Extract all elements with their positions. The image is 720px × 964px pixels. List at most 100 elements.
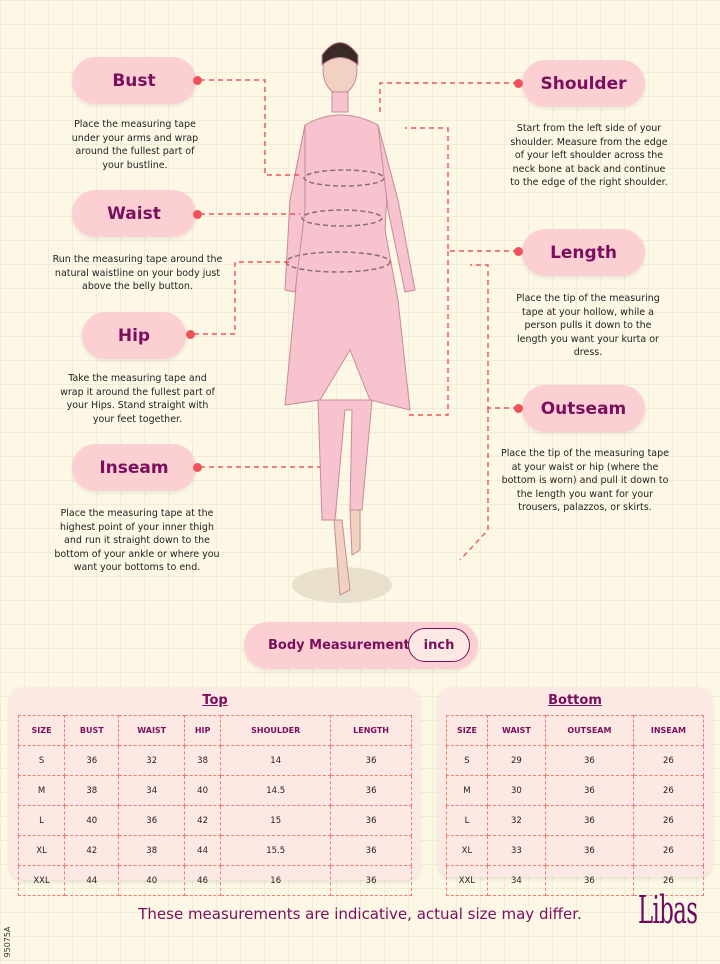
hip-description: Take the measuring tape and wrap it arou… (60, 373, 215, 425)
waist-label: Waist (72, 190, 196, 237)
product-code: 95075A (3, 926, 12, 958)
table-cell: 36 (544, 745, 634, 776)
table-cell: XXL (17, 865, 66, 896)
column-header: SIZE (446, 715, 488, 746)
table-row: XXL 34 36 26 (446, 865, 705, 896)
table-cell: 26 (632, 835, 705, 866)
table-cell: 32 (486, 805, 546, 836)
body-measurement-label: Body Measurement (268, 638, 410, 653)
inseam-marker-dot (193, 463, 202, 472)
bottom-size-table: SIZE WAIST OUTSEAM INSEAM S 29 36 26 M 30 36 26 L 32 3… (446, 715, 705, 896)
disclaimer: These measurements are indicative, actua… (138, 905, 582, 923)
table-cell: 38 (64, 775, 120, 806)
table-cell: 38 (183, 745, 222, 776)
table-cell: 36 (330, 835, 412, 866)
table-cell: 36 (118, 805, 185, 836)
table-cell: 26 (632, 775, 705, 806)
table-cell: M (446, 775, 488, 806)
table-cell: 32 (118, 745, 185, 776)
shoulder-marker-dot (514, 79, 523, 88)
hip-marker-dot (186, 330, 195, 339)
table-cell: 36 (330, 775, 412, 806)
inseam-label: Inseam (72, 444, 196, 491)
table-cell: 42 (64, 835, 120, 866)
table-cell: 36 (544, 805, 634, 836)
table-row: XL 33 36 26 (446, 835, 705, 866)
table-cell: 36 (544, 865, 634, 896)
column-header: SIZE (17, 715, 66, 746)
table-cell: 30 (486, 775, 546, 806)
column-header: OUTSEAM (544, 715, 634, 746)
table-cell: 38 (118, 835, 185, 866)
table-cell: 40 (64, 805, 120, 836)
table-cell: 36 (330, 865, 412, 896)
table-cell: 14.5 (220, 775, 332, 806)
table-cell: M (17, 775, 66, 806)
column-header: SHOULDER (220, 715, 332, 746)
column-header: WAIST (118, 715, 185, 746)
table-row: L 40 36 42 15 36 (17, 805, 412, 836)
table-cell: 46 (183, 865, 222, 896)
top-size-table: SIZE BUST WAIST HIP SHOULDER LENGTH S 36 32 38 14 3… (17, 715, 412, 896)
table-cell: 44 (183, 835, 222, 866)
table-cell: 26 (632, 745, 705, 776)
table-cell: 15 (220, 805, 332, 836)
table-cell: 16 (220, 865, 332, 896)
libas-logo: Libas (638, 888, 698, 932)
table-cell: 36 (544, 775, 634, 806)
table-row: L 32 36 26 (446, 805, 705, 836)
shoulder-description: Start from the left side of your shoulde… (510, 123, 668, 188)
table-cell: 36 (544, 835, 634, 866)
table-cell: L (446, 805, 488, 836)
bust-description: Place the measuring tape under your arms… (71, 119, 199, 171)
body-measurement-bar: Body Measurement inch (244, 622, 478, 669)
column-header: INSEAM (632, 715, 705, 746)
column-header: HIP (183, 715, 222, 746)
length-description: Place the tip of the measuring tape at y… (516, 293, 660, 358)
outseam-label: Outseam (522, 385, 645, 432)
table-cell: 36 (330, 745, 412, 776)
dashed-leader-lines (194, 79, 518, 561)
hip-label: Hip (82, 312, 186, 359)
column-header: LENGTH (330, 715, 412, 746)
table-cell: 29 (486, 745, 546, 776)
bust-marker-dot (193, 76, 202, 85)
table-cell: 26 (632, 865, 705, 896)
column-header: BUST (64, 715, 120, 746)
bottom-table-title: Bottom (548, 693, 602, 708)
model-illustration (284, 42, 416, 596)
table-cell: XXL (446, 865, 488, 896)
waist-marker-dot (193, 210, 202, 219)
bottom-size-card: Bottom SIZE WAIST OUTSEAM INSEAM S 29 36 26 M 30 3… (438, 687, 712, 896)
table-cell: 40 (118, 865, 185, 896)
bust-label: Bust (72, 57, 196, 104)
waist-description: Run the measuring tape around the natura… (52, 254, 223, 292)
table-row: M 38 34 40 14.5 36 (17, 775, 412, 806)
table-cell: 44 (64, 865, 120, 896)
table-cell: 36 (64, 745, 120, 776)
column-header: WAIST (486, 715, 546, 746)
top-table-title: Top (202, 693, 228, 708)
table-cell: 15.5 (220, 835, 332, 866)
length-label: Length (522, 229, 645, 276)
table-row: S 36 32 38 14 36 (17, 745, 412, 776)
table-cell: 26 (632, 805, 705, 836)
outseam-description: Place the tip of the measuring tape at y… (500, 448, 670, 513)
inseam-description: Place the measuring tape at the highest … (54, 508, 220, 573)
table-row: XXL 44 40 46 16 36 (17, 865, 412, 896)
table-cell: S (17, 745, 66, 776)
unit-toggle-inch[interactable]: inch (408, 628, 470, 662)
outseam-marker-dot (514, 404, 523, 413)
table-cell: 33 (486, 835, 546, 866)
table-row: S 29 36 26 (446, 745, 705, 776)
table-cell: S (446, 745, 488, 776)
table-row: M 30 36 26 (446, 775, 705, 806)
table-cell: 34 (118, 775, 185, 806)
table-cell: 40 (183, 775, 222, 806)
table-row: XL 42 38 44 15.5 36 (17, 835, 412, 866)
length-marker-dot (514, 247, 523, 256)
table-cell: 36 (330, 805, 412, 836)
top-size-card: Top SIZE BUST WAIST HIP SHOULDER LENGTH S 36 32 3… (10, 687, 420, 896)
table-cell: XL (446, 835, 488, 866)
shoulder-label: Shoulder (522, 60, 645, 107)
